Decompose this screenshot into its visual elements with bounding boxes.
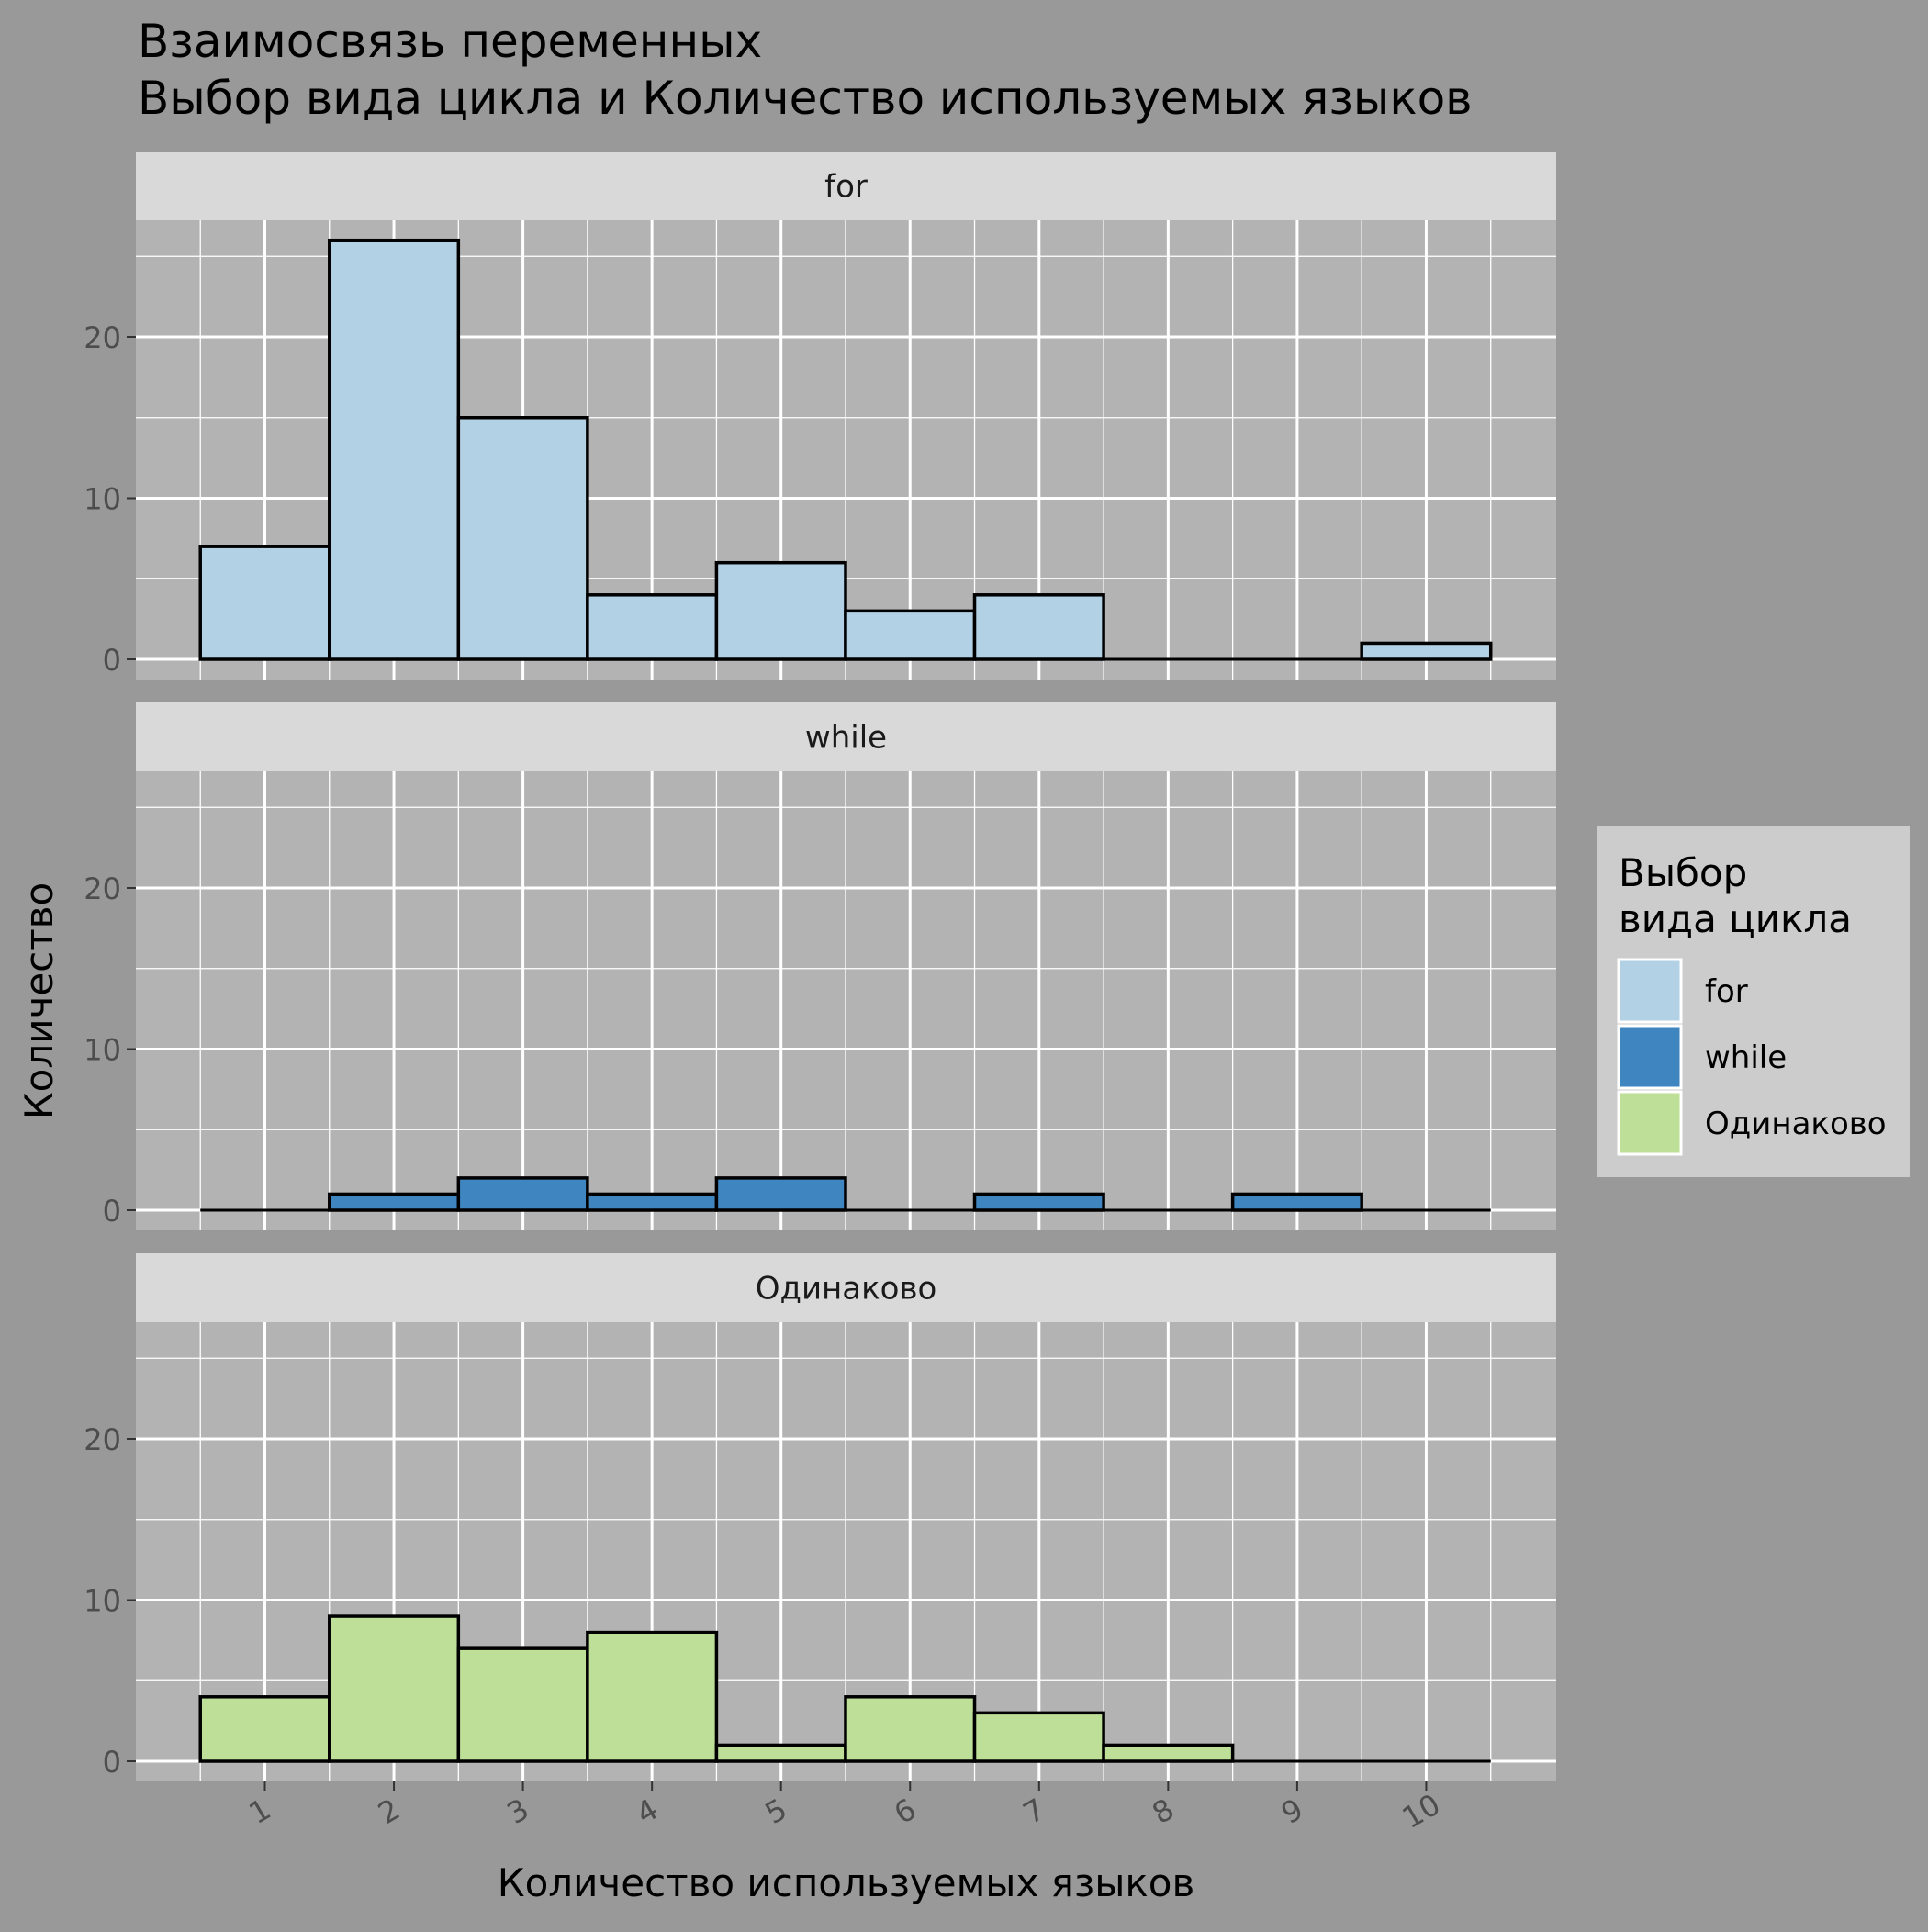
bar-for-4 [586, 593, 719, 661]
bar-Одинаково-2 [328, 1614, 461, 1763]
legend-title-line-1: Выбор [1619, 850, 1747, 895]
bar-for-5 [714, 560, 847, 661]
bar-Одинаково-6 [844, 1695, 977, 1763]
x-tick-label: 4 [630, 1792, 664, 1831]
bar-while-7 [972, 1192, 1105, 1212]
bar-for-2 [328, 238, 461, 661]
y-tick-label: 20 [84, 871, 121, 906]
x-tick-label: 10 [1396, 1787, 1446, 1836]
y-tick-label: 10 [84, 1584, 121, 1619]
bar-for-1 [198, 545, 331, 661]
facet-strip [136, 702, 1556, 771]
bar-Одинаково-3 [456, 1646, 589, 1763]
bar-for-6 [844, 609, 977, 661]
bar-while-5 [714, 1176, 847, 1212]
bar-while-4 [586, 1192, 719, 1212]
bar-for-3 [456, 416, 589, 661]
legend-key-while [1617, 1024, 1683, 1090]
x-tick-label: 2 [372, 1792, 406, 1831]
facet-strip [136, 1253, 1556, 1322]
legend-key-for [1617, 958, 1683, 1024]
x-tick-label: 5 [759, 1792, 793, 1831]
y-axis-title: Количество [17, 882, 62, 1119]
x-tick-label: 9 [1275, 1792, 1309, 1831]
y-tick-label: 0 [103, 1194, 121, 1229]
legend-label: Одинаково [1705, 1106, 1887, 1142]
bar-while-3 [456, 1176, 589, 1212]
bar-while-9 [1230, 1192, 1363, 1212]
x-tick-label: 8 [1147, 1792, 1181, 1831]
y-tick-label: 10 [84, 1033, 121, 1068]
legend-label: for [1705, 973, 1748, 1010]
facet-strip-label: while [805, 720, 887, 757]
bar-Одинаково-1 [198, 1695, 331, 1763]
legend-title-line-2: вида цикла [1619, 896, 1852, 941]
bar-Одинаково-8 [1102, 1743, 1235, 1763]
y-tick-label: 10 [84, 482, 121, 517]
bar-for-7 [972, 593, 1105, 661]
x-tick-label: 6 [888, 1792, 922, 1831]
y-tick-label: 0 [103, 1745, 121, 1780]
bar-while-2 [328, 1192, 461, 1212]
x-tick-label: 1 [243, 1792, 277, 1831]
facet-strip-label: Одинаково [756, 1271, 937, 1308]
x-axis-title: Количество используемых языков [498, 1860, 1194, 1905]
y-tick-label: 20 [84, 320, 121, 355]
chart-title-line-2: Выбор вида цикла и Количество используем… [138, 72, 1473, 125]
bar-Одинаково-5 [714, 1743, 847, 1763]
facet-strip-label: for [824, 169, 868, 206]
y-tick-label: 0 [103, 643, 121, 678]
bar-for-10 [1360, 641, 1493, 661]
legend-label: while [1705, 1039, 1787, 1076]
bar-Одинаково-4 [586, 1630, 719, 1763]
chart-title-line-1: Взаимосвязь переменных [138, 15, 762, 68]
legend-key-Одинаково [1617, 1090, 1683, 1156]
x-tick-label: 7 [1017, 1792, 1051, 1831]
facet-strip [136, 152, 1556, 220]
bar-Одинаково-7 [972, 1711, 1105, 1763]
x-tick-label: 3 [501, 1792, 535, 1831]
y-tick-label: 20 [84, 1422, 121, 1457]
